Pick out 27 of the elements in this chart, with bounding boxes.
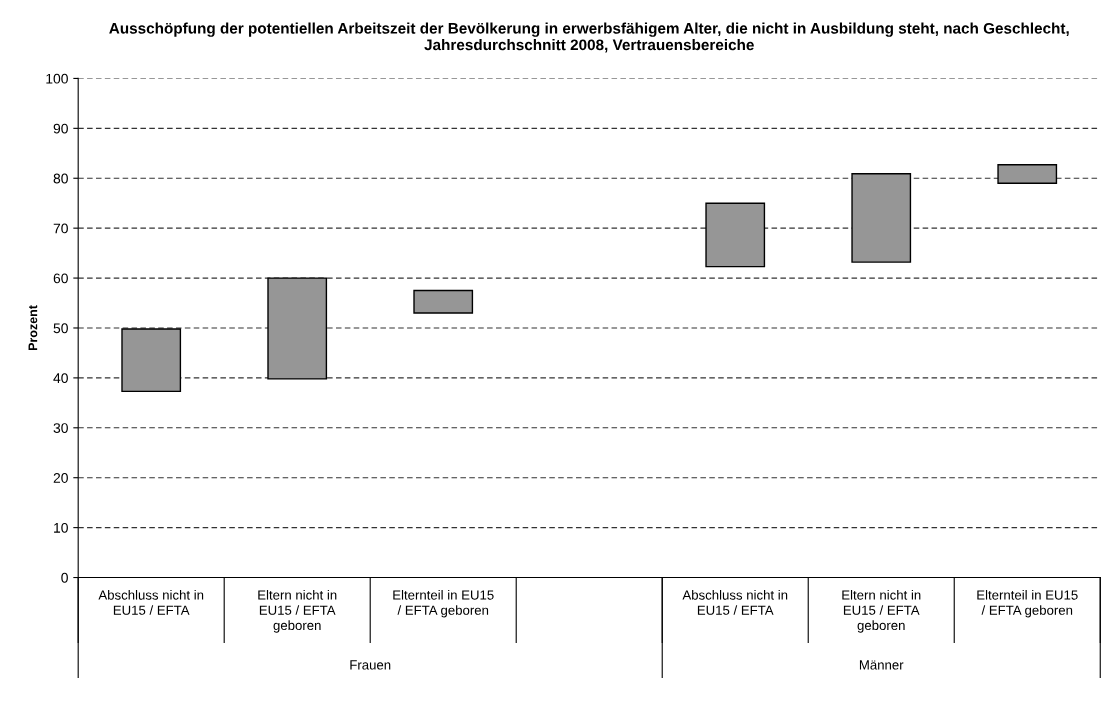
y-tick-label: 100 [46, 73, 68, 84]
x-tick-label: Eltern nicht in EU15 / EFTA geboren [842, 590, 921, 633]
bar [851, 173, 912, 263]
chart-title: Ausschöpfung der potentiellen Arbeitszeit der Bevölkerung in erwerbsfähigem Alter, die nicht in Ausbildung steht, nach Geschlecht, Jahresdurchschnitt 2008, Vertrauensbereiche [109, 22, 1069, 53]
text: Frauen [350, 660, 391, 670]
y-tick-label: 90 [53, 123, 68, 134]
y-tick-label: 10 [54, 522, 68, 533]
y-tick-label: 40 [53, 373, 68, 384]
x-tick-label: Abschluss nicht in EU15 / EFTA [98, 590, 204, 615]
y-tick-label: 0 [61, 572, 68, 583]
y-tick-label: 50 [53, 323, 68, 334]
bar [997, 164, 1058, 184]
bar [121, 328, 182, 393]
x-tick-label: Abschluss nicht in EU15 / EFTA [682, 590, 788, 615]
bar [705, 202, 766, 268]
x-tick-label: Elternteil in EU15 / EFTA geboren [977, 590, 1078, 618]
y-tick-label: 30 [53, 423, 68, 433]
y-tick-label: 70 [53, 223, 68, 234]
bar [413, 289, 474, 314]
y-axis-title: Prozent [28, 305, 38, 351]
x-tick-label: Eltern nicht in EU15 / EFTA geboren [258, 590, 337, 633]
y-tick-label: 60 [53, 273, 68, 284]
y-tick-label: 20 [53, 473, 68, 483]
y-tick-label: 80 [53, 173, 68, 184]
text: Männer [859, 660, 904, 670]
bar [267, 277, 328, 380]
x-tick-label: Elternteil in EU15 / EFTA geboren [393, 590, 494, 618]
